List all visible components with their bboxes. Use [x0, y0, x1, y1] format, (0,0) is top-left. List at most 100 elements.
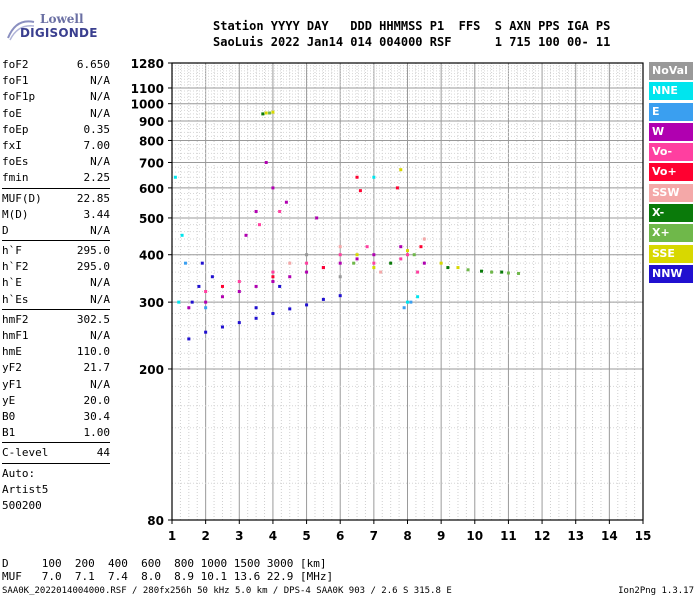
data-point-nne	[173, 175, 177, 179]
param-label: foF1	[2, 74, 29, 88]
param-row-yf2: yF2 21.7	[2, 360, 110, 376]
param-row-b0: B0 30.4	[2, 409, 110, 425]
param-group-muf: MUF(D) 22.85 M(D) 3.44 D N/A	[2, 191, 110, 240]
param-row-md: M(D) 3.44	[2, 207, 110, 223]
x-tick-label: 12	[534, 529, 551, 543]
data-point-sse	[406, 249, 409, 253]
data-point-nne	[177, 300, 181, 304]
data-point-sse	[439, 261, 443, 265]
data-point-xminus	[500, 270, 504, 274]
x-tick-label: 6	[336, 529, 344, 543]
data-point-sse	[399, 168, 403, 172]
param-label: yE	[2, 393, 16, 407]
data-point-w	[372, 253, 376, 257]
param-value: N/A	[90, 329, 110, 342]
data-point-nne	[180, 233, 184, 237]
data-point-vominus	[399, 257, 403, 261]
data-point-w	[338, 261, 342, 265]
data-point-vominus	[365, 245, 369, 249]
data-point-xminus	[480, 269, 484, 273]
param-row-foe: foE N/A	[2, 106, 110, 122]
param-value: 21.7	[83, 361, 111, 375]
param-row-fmin: fmin 2.25	[2, 170, 110, 186]
logo-swoosh-icon	[7, 20, 35, 41]
data-point-xplus	[517, 271, 521, 275]
data-point-vominus	[305, 261, 309, 265]
param-group-profile: hmF2 302.5 hmF1 N/A hmE 110.0 yF2 21.7 yF1 N/A yE 2…	[2, 312, 110, 442]
data-point-voplus	[395, 186, 399, 190]
x-tick-label: 11	[500, 529, 517, 543]
y-tick-label: 900	[139, 115, 164, 129]
param-row-fof1: foF1 N/A	[2, 73, 110, 89]
param-row-fxi: fxI 7.00	[2, 138, 110, 154]
legend-item-sse: SSE	[649, 244, 693, 263]
param-value: N/A	[90, 74, 110, 88]
param-label: fxI	[2, 138, 22, 152]
param-value: N/A	[90, 292, 110, 306]
x-tick-label: 5	[302, 529, 310, 543]
param-row-foes: foEs N/A	[2, 154, 110, 170]
logo-text-digisonde: DIGISONDE	[20, 26, 98, 40]
data-point-xminus	[446, 266, 450, 270]
y-tick-label: 600	[139, 182, 164, 196]
x-tick-label: 3	[235, 529, 243, 543]
autoscaler-version: 500200	[2, 498, 42, 512]
legend-item-voplus: Vo+	[649, 163, 693, 182]
legend-item-nne: NNE	[649, 82, 693, 101]
data-point-nnw	[210, 275, 214, 279]
data-point-nne	[416, 295, 420, 299]
param-label: hmF1	[2, 329, 29, 342]
data-point-w	[264, 160, 268, 164]
param-label: foF1p	[2, 90, 36, 104]
data-point-e	[204, 306, 208, 310]
param-value: 302.5	[76, 312, 110, 326]
data-point-voplus	[321, 266, 325, 270]
data-point-xplus	[412, 253, 416, 257]
data-point-w	[187, 306, 191, 310]
param-value: 3.44	[83, 207, 111, 221]
param-value: 6.650	[76, 58, 110, 71]
param-row-fof1p: foF1p N/A	[2, 89, 110, 105]
data-point-xplus	[506, 271, 510, 275]
param-row-d: D N/A	[2, 223, 110, 239]
param-value: N/A	[90, 377, 110, 391]
auto-label: Auto:	[2, 466, 36, 480]
param-label: foEp	[2, 122, 29, 136]
data-point-w	[315, 216, 319, 220]
param-value: 295.0	[76, 244, 110, 258]
data-point-voplus	[355, 175, 359, 179]
parameter-panel: foF2 6.650 foF1 N/A foF1p N/A foE N/A foEp 0.35 fx…	[2, 57, 110, 514]
separator	[2, 442, 110, 444]
param-group-frequencies: foF2 6.650 foF1 N/A foF1p N/A foE N/A foEp 0.35 fx…	[2, 57, 110, 187]
y-tick-label: 80	[147, 514, 164, 528]
autoscaler-name: Artist5	[2, 482, 49, 496]
data-point-ssw	[422, 237, 426, 241]
param-label: C-level	[2, 446, 49, 460]
data-point-vominus	[237, 280, 241, 284]
data-point-e	[402, 306, 406, 310]
separator	[2, 462, 110, 464]
data-point-w	[244, 233, 248, 237]
param-label: D	[2, 223, 9, 237]
data-point-nnw	[237, 321, 241, 325]
separator	[2, 187, 110, 189]
data-point-w	[284, 200, 288, 204]
param-value: N/A	[90, 223, 110, 237]
data-point-noval	[305, 253, 309, 257]
data-point-w	[204, 300, 208, 304]
data-point-voplus	[419, 245, 423, 249]
footer-distance-row: D 100 200 400 600 800 1000 1500 3000 [km…	[2, 557, 327, 570]
data-point-sse	[456, 266, 460, 270]
param-label: B1	[2, 426, 16, 440]
header-line-2: SaoLuis 2022 Jan14 014 004000 RSF 1 715 …	[213, 35, 611, 49]
data-point-ssw	[338, 245, 342, 249]
legend-item-ssw: SSW	[649, 183, 693, 202]
y-tick-label: 300	[139, 296, 164, 310]
y-tick-label: 200	[139, 363, 164, 377]
data-point-w	[254, 284, 258, 288]
data-point-voplus	[358, 189, 362, 193]
legend-item-vominus: Vo-	[649, 143, 693, 162]
param-row-mufd: MUF(D) 22.85	[2, 191, 110, 207]
data-point-nnw	[271, 312, 275, 316]
